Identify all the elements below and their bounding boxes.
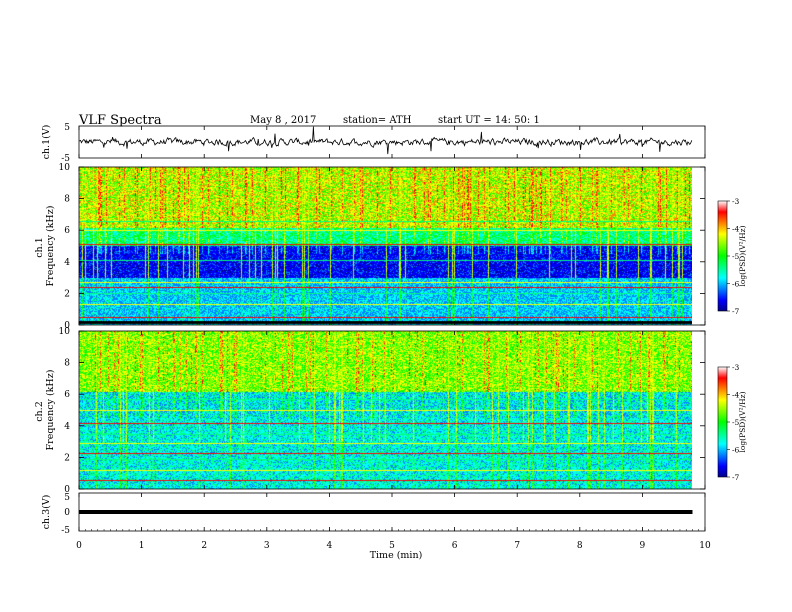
ch3-ytick-bottom: -5 — [61, 526, 70, 536]
ch2-frequency-ticks: 0 2 4 6 8 10 — [59, 327, 705, 495]
figure-title: VLF Spectra — [78, 113, 162, 128]
ch1-ytick-bottom: -5 — [61, 154, 70, 164]
ch2-colorbar: -3 -4 -5 -6 -7 log(PSD)(V²/Hz) — [717, 363, 747, 482]
ch1-waveform-trace — [78, 126, 693, 155]
time-axis: 0 1 2 3 4 5 6 7 8 9 10 — [76, 126, 711, 551]
ch2-colorbar-label: log(PSD)(V²/Hz) — [738, 391, 747, 452]
ch1-ytick-top: 5 — [64, 123, 70, 133]
ch1-waveform-line — [78, 126, 693, 155]
ch1-ytick-label: 6 — [64, 226, 70, 236]
ch2-colorbar-tick-label: -4 — [732, 391, 740, 400]
ch2-colorbar-tick-label: -3 — [732, 363, 740, 372]
ch1-ytick-label: 8 — [64, 195, 70, 205]
ch2-colorbar-scale — [717, 366, 728, 478]
ch2-spectrogram-image — [79, 331, 692, 489]
ch1-ytick-label: 0 — [64, 321, 70, 331]
time-tick-label: 6 — [452, 541, 458, 551]
ch3-ytick-top: 5 — [64, 493, 70, 503]
time-tick-label: 5 — [389, 541, 395, 551]
ch2-ytick-label: 0 — [64, 485, 70, 495]
ch1-colorbar-tick-label: -7 — [732, 307, 740, 316]
ch1-ylabel-line1: ch.1 — [34, 237, 45, 258]
time-tick-label: 9 — [640, 541, 646, 551]
ch1-spectrogram-image — [79, 167, 692, 325]
time-tick-label: 7 — [514, 541, 520, 551]
ch2-colorbar-tick-label: -5 — [732, 418, 740, 427]
time-tick-label: 8 — [577, 541, 583, 551]
ch3-ytick-mid: 0 — [64, 508, 70, 518]
time-tick-label: 3 — [264, 541, 270, 551]
ch2-ylabel-line1: ch.2 — [34, 401, 45, 422]
time-tick-label: 0 — [76, 541, 82, 551]
date-label: May 8 , 2017 — [250, 115, 316, 126]
ch3-waveform-trace — [79, 510, 693, 514]
ch1-colorbar-scale — [717, 200, 728, 312]
ch1-colorbar-tick-label: -6 — [732, 280, 740, 289]
spec1-pixels — [79, 167, 692, 325]
ch2-spectrogram-panel: 0 2 4 6 8 10 ch.2 Frequency (kHz) -3 -4 -5 -6 -7 l… — [34, 327, 747, 495]
ch1-frequency-ticks: 0 2 4 6 8 10 — [59, 163, 705, 331]
ch2-spectrogram-ylabel: ch.2 Frequency (kHz) — [34, 370, 56, 451]
ch1-waveform-panel: 5 -5 ch.1(V) — [41, 123, 706, 164]
ch1-colorbar: -3 -4 -5 -6 -7 log(PSD)(V²/Hz) — [717, 197, 747, 316]
ch2-ytick-label: 6 — [64, 390, 70, 400]
ch1-ylabel-line2: Frequency (kHz) — [45, 206, 56, 287]
spec2-pixels — [79, 331, 692, 489]
time-tick-label: 2 — [201, 541, 207, 551]
time-axis-label: Time (min) — [370, 550, 423, 561]
station-label: station= ATH — [343, 115, 412, 126]
ch2-ytick-label: 2 — [64, 453, 70, 463]
ch2-colorbar-tick-label: -7 — [732, 473, 740, 482]
ch1-colorbar-label: log(PSD)(V²/Hz) — [738, 225, 747, 286]
ch1-spectrogram-panel: 0 2 4 6 8 10 ch.1 Frequency (kHz) -3 -4 -5 -6 -7 l… — [34, 163, 747, 331]
start-time-label: start UT = 14: 50: 1 — [438, 115, 540, 126]
ch2-colorbar-tick-label: -6 — [732, 446, 740, 455]
ch1-spectrogram-ylabel: ch.1 Frequency (kHz) — [34, 206, 56, 287]
ch2-ytick-label: 10 — [59, 327, 71, 337]
ch1-colorbar-tick-label: -4 — [732, 225, 740, 234]
ch2-ylabel-line2: Frequency (kHz) — [45, 370, 56, 451]
ch1-colorbar-tick-label: -5 — [732, 252, 740, 261]
time-tick-label: 4 — [327, 541, 333, 551]
ch1-ytick-label: 2 — [64, 289, 70, 299]
ch3-waveform-ylabel: ch.3(V) — [41, 495, 52, 530]
ch1-ytick-label: 10 — [59, 163, 71, 173]
ch1-waveform-ylabel: ch.1(V) — [41, 125, 52, 160]
ch1-ytick-label: 4 — [64, 258, 70, 268]
ch2-ytick-label: 8 — [64, 359, 70, 369]
time-tick-label: 1 — [139, 541, 145, 551]
ch2-ytick-label: 4 — [64, 422, 70, 432]
ch1-colorbar-tick-label: -3 — [732, 197, 740, 206]
ch3-waveform-line — [79, 510, 693, 514]
time-tick-label: 10 — [699, 541, 711, 551]
